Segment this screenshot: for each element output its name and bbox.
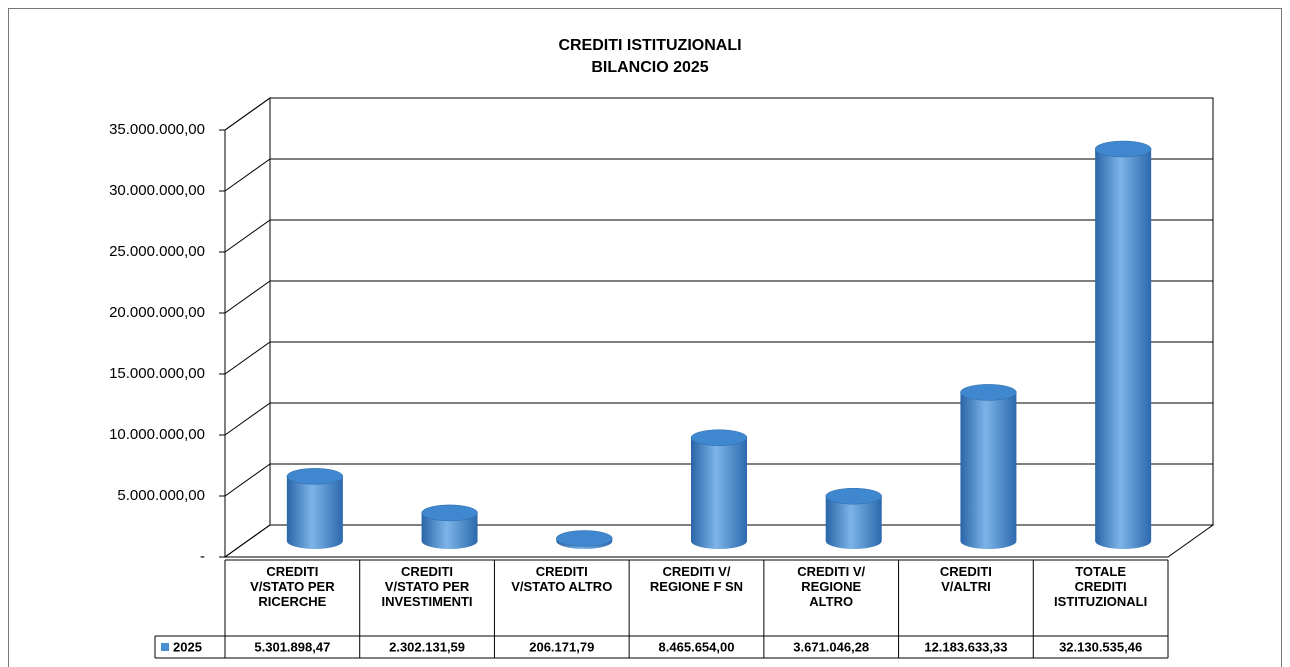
x-tick-label-box: CREDITI V/ REGIONE F SN	[649, 564, 744, 594]
y-tick-label: 10.000.000,00	[109, 426, 205, 443]
x-tick-label-box: CREDITI V/STATO ALTRO	[511, 564, 613, 594]
value-label: 5.301.898,47	[254, 639, 330, 654]
value-label: 3.671.046,28	[793, 639, 869, 654]
legend-label: 2025	[173, 639, 202, 654]
value-label: 206.171,79	[529, 639, 594, 654]
y-tick-label: 15.000.000,00	[109, 365, 205, 382]
x-tick-label-box: CREDITI V/STATO PER INVESTIMENTI	[381, 564, 473, 609]
cylinder-body	[825, 496, 882, 549]
y-tick-label: -	[200, 548, 205, 565]
value-label: 12.183.633,33	[924, 639, 1007, 654]
x-tick-label: CREDITI V/ REGIONE ALTRO	[797, 564, 866, 609]
chart-title: CREDITI ISTITUZIONALI	[558, 37, 741, 54]
x-tick-label: CREDITI V/ REGIONE F SN	[649, 564, 744, 594]
chart-subtitle: BILANCIO 2025	[591, 59, 708, 76]
x-tick-label-box: TOTALE CREDITI ISTITUZIONALI	[1054, 564, 1148, 609]
y-tick-label: 20.000.000,00	[109, 304, 205, 321]
cylinder-body	[421, 512, 478, 549]
y-tick-label: 5.000.000,00	[117, 487, 205, 504]
cylinder-top	[1094, 140, 1152, 158]
cylinder-body	[691, 437, 747, 549]
cylinder-top	[286, 468, 344, 485]
x-tick-label: TOTALE CREDITI ISTITUZIONALI	[1054, 564, 1148, 609]
grid-line	[224, 158, 1213, 192]
cylinder-body	[286, 476, 343, 549]
y-tick-label: 30.000.000,00	[109, 182, 205, 199]
grid-line	[224, 341, 1213, 375]
x-tick-label-box: CREDITI V/ALTRI	[939, 564, 992, 594]
grid-line	[224, 463, 1213, 497]
cylinder-top	[421, 504, 478, 522]
side-wall	[224, 97, 271, 558]
grid-line	[224, 402, 1213, 436]
y-tick-label: 35.000.000,00	[109, 121, 205, 138]
grid-line	[224, 280, 1213, 314]
y-tick-label: 25.000.000,00	[109, 243, 205, 260]
grid-line	[224, 97, 1213, 131]
x-tick-label-box: CREDITI V/STATO PER RICERCHE	[250, 564, 335, 609]
x-tick-label: CREDITI V/ALTRI	[939, 564, 992, 594]
value-label: 8.465.654,00	[659, 639, 735, 654]
value-label: 32.130.535,46	[1059, 639, 1142, 654]
cylinder-body	[960, 392, 1017, 549]
x-tick-label: CREDITI V/STATO PER RICERCHE	[250, 564, 335, 609]
x-tick-label: CREDITI V/STATO PER INVESTIMENTI	[381, 564, 473, 609]
x-tick-label-box: CREDITI V/ REGIONE ALTRO	[797, 564, 866, 609]
chart-frame	[8, 8, 1282, 667]
legend-swatch	[161, 643, 169, 651]
cylinder-top	[556, 530, 613, 547]
grid-line	[224, 219, 1213, 253]
value-label: 2.302.131,59	[389, 639, 465, 654]
x-tick-label: CREDITI V/STATO ALTRO	[511, 564, 613, 594]
cylinder-top	[825, 487, 882, 505]
cylinder-top	[960, 384, 1017, 401]
cylinder-top	[690, 429, 748, 446]
cylinder-body	[1095, 149, 1152, 550]
grid-line	[224, 524, 1213, 558]
